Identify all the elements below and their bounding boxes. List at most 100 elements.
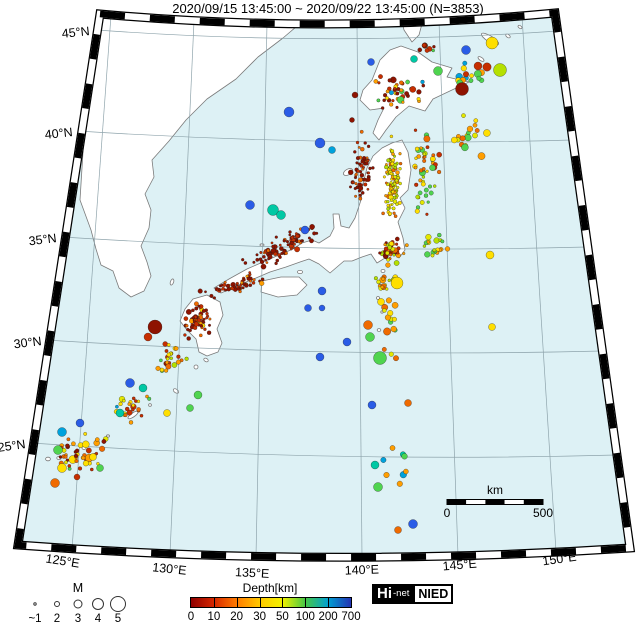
earthquake-dot	[185, 308, 192, 315]
earthquake-dot	[275, 258, 280, 263]
earthquake-dot	[171, 362, 178, 368]
earthquake-dot	[430, 253, 435, 258]
earthquake-dot	[389, 445, 396, 451]
meridian-line	[169, 20, 195, 554]
latitude-label: 40°N	[44, 125, 73, 142]
earthquake-dot	[155, 365, 161, 371]
earthquake-dot	[252, 278, 256, 282]
earthquake-dot	[366, 187, 370, 191]
scalebar-segment	[485, 499, 505, 505]
earthquake-dot	[405, 79, 410, 85]
magnitude-legend-circle	[73, 599, 83, 609]
earthquake-dot	[314, 137, 326, 149]
earthquake-dot	[461, 143, 469, 152]
earthquake-dot	[469, 73, 474, 79]
longitude-label: 140°E	[345, 562, 380, 577]
colorbar-tick	[328, 598, 330, 607]
earthquake-dot	[73, 473, 81, 481]
earthquake-dot	[186, 336, 191, 341]
earthquake-dot	[474, 128, 480, 133]
page-title: 2020/09/15 13:45:00 ~ 2020/09/22 13:45:0…	[172, 1, 484, 16]
scalebar-segment	[523, 499, 543, 505]
earthquake-dot	[363, 320, 373, 330]
longitude-label: 150°E	[542, 550, 578, 569]
earthquake-dot	[183, 333, 187, 337]
earthquake-dot	[388, 203, 392, 207]
earthquake-dot	[385, 96, 389, 101]
colorbar-tick-label: 100	[295, 611, 315, 623]
earthquake-dot	[262, 254, 266, 259]
earthquake-dot	[123, 413, 128, 418]
earthquake-dot	[387, 310, 394, 317]
earthquake-dot	[133, 399, 138, 403]
earthquake-dot	[126, 409, 133, 416]
earthquake-dot	[397, 200, 402, 205]
earthquake-dot	[243, 261, 248, 265]
earthquake-dot	[266, 248, 271, 253]
island	[380, 268, 386, 273]
earthquake-dot	[392, 199, 398, 204]
earthquake-dot	[139, 413, 144, 418]
earthquake-dot	[399, 88, 404, 93]
earthquake-dot	[165, 363, 172, 370]
earthquake-dot	[349, 117, 355, 123]
depth-legend-title: Depth[km]	[242, 581, 298, 595]
earthquake-dot	[361, 158, 365, 162]
earthquake-dot	[205, 316, 209, 320]
earthquake-dot	[73, 453, 79, 459]
earthquake-dot	[82, 440, 90, 449]
magnitude-legend-circle	[92, 598, 104, 610]
earthquake-dot	[265, 261, 269, 265]
earthquake-dot	[274, 235, 278, 239]
earthquake-dot	[383, 242, 387, 247]
scalebar-min-label: 0	[444, 506, 451, 520]
earthquake-dot	[459, 135, 466, 142]
earthquake-dot	[354, 172, 358, 176]
earthquake-dot	[378, 74, 383, 80]
earthquake-dot	[383, 246, 389, 252]
nied-logo: NIED	[413, 584, 454, 604]
earthquake-dot	[309, 223, 315, 230]
earthquake-dot	[353, 175, 358, 180]
earthquake-dot	[392, 154, 397, 158]
earthquake-dot	[472, 132, 478, 139]
earthquake-dot	[317, 286, 327, 296]
earthquake-dot	[147, 396, 152, 401]
earthquake-dot	[357, 145, 361, 149]
magnitude-legend-circle	[110, 596, 126, 612]
earthquake-dot	[367, 58, 375, 66]
earthquake-dot	[390, 325, 397, 333]
earthquake-dot	[389, 102, 394, 107]
earthquake-dot	[383, 254, 388, 259]
earthquake-dot	[143, 332, 153, 342]
earthquake-dot	[131, 396, 136, 401]
earthquake-dot	[432, 248, 437, 253]
earthquake-dot	[403, 468, 409, 475]
earthquake-dot	[476, 75, 482, 81]
island	[259, 243, 265, 247]
colorbar-tick	[282, 598, 284, 607]
earthquake-dot	[421, 83, 426, 88]
earthquake-dot	[188, 328, 192, 333]
earthquake-dot	[461, 113, 466, 118]
earthquake-dot	[437, 232, 442, 238]
earthquake-dot	[388, 351, 394, 357]
earthquake-dot	[386, 167, 391, 172]
earthquake-dot	[212, 296, 217, 300]
hinet-nied-logo[interactable]: Hi -net NIED	[372, 584, 454, 604]
earthquake-dot	[363, 141, 367, 145]
earthquake-dot	[385, 297, 392, 304]
earthquake-dot	[382, 175, 386, 179]
earthquake-dot	[455, 82, 469, 96]
earthquake-dot	[386, 200, 390, 204]
earthquake-dot	[198, 333, 203, 338]
longitude-label: 130°E	[152, 560, 187, 577]
meridian-line	[521, 16, 557, 552]
earthquake-dot	[373, 351, 387, 365]
earthquake-dot	[382, 93, 388, 98]
earthquake-dot	[417, 47, 423, 53]
earthquake-dot	[246, 276, 251, 281]
earthquake-dot	[278, 255, 282, 259]
island	[193, 364, 199, 370]
